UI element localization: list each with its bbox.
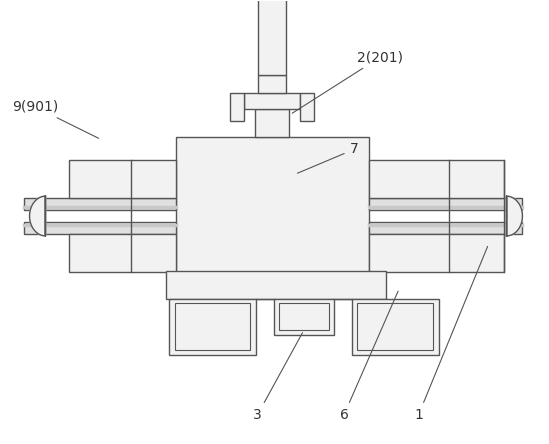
Bar	[24, 198, 176, 210]
Bar	[258, 0, 286, 75]
Bar	[244, 93, 300, 109]
Bar	[69, 234, 176, 272]
Bar	[69, 160, 176, 198]
Bar	[230, 93, 244, 121]
Text: 9(901): 9(901)	[12, 100, 99, 138]
Text: 6: 6	[340, 291, 398, 422]
Bar	[351, 298, 439, 355]
Bar	[369, 160, 503, 198]
Bar	[169, 298, 256, 355]
Text: 3: 3	[253, 333, 302, 422]
Bar	[357, 304, 433, 350]
Text: 2(201): 2(201)	[292, 50, 404, 113]
Bar	[175, 304, 250, 350]
Polygon shape	[507, 196, 523, 236]
Bar	[255, 109, 289, 137]
Bar	[369, 234, 503, 272]
Text: 1: 1	[414, 246, 488, 422]
Bar	[24, 222, 176, 234]
Bar	[166, 271, 386, 298]
Bar	[258, 75, 286, 93]
Bar	[369, 222, 523, 234]
Bar	[300, 93, 313, 121]
Bar	[279, 304, 329, 330]
Polygon shape	[30, 196, 46, 236]
Bar	[274, 298, 334, 335]
Bar	[369, 198, 523, 210]
Bar	[176, 137, 369, 274]
Text: 7: 7	[298, 143, 358, 173]
